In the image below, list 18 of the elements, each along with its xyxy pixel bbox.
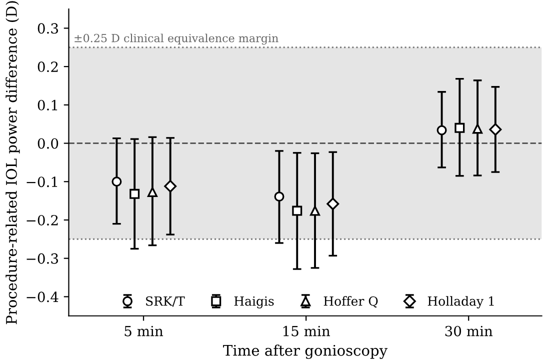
legend-label: Holladay 1 bbox=[428, 296, 494, 308]
x-axis-title: Time after gonioscopy bbox=[223, 344, 388, 359]
y-tick-label: 0.3 bbox=[38, 23, 58, 34]
y-tick-label: 0.0 bbox=[38, 138, 58, 149]
y-tick-label: −0.1 bbox=[26, 176, 58, 188]
y-tick-label: 0.2 bbox=[38, 62, 58, 72]
legend-label: Haigis bbox=[234, 296, 274, 308]
x-tick-label: 5 min bbox=[124, 326, 164, 336]
y-tick-label: −0.4 bbox=[26, 292, 58, 302]
y-axis-title: Procedure-related IOL power difference (D) bbox=[6, 1, 20, 324]
band-label: ±0.25 D clinical equivalence margin bbox=[74, 34, 278, 45]
x-tick-label: 30 min bbox=[445, 326, 493, 336]
x-tick-label: 15 min bbox=[283, 326, 330, 336]
legend-label: Hoffer Q bbox=[324, 296, 378, 308]
y-tick-label: 0.1 bbox=[38, 100, 58, 110]
y-tick-label: −0.2 bbox=[26, 214, 58, 226]
legend-label: SRK/T bbox=[146, 296, 185, 307]
y-tick-label: −0.3 bbox=[26, 253, 58, 264]
